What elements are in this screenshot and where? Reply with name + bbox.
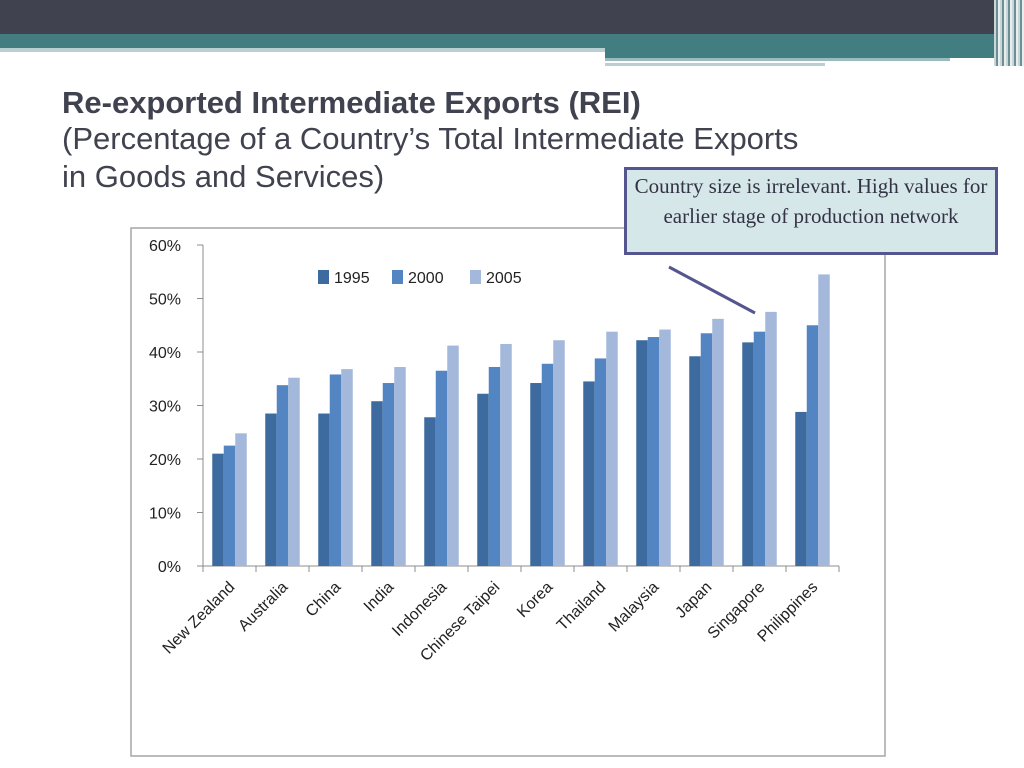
bar-2005 [765, 311, 777, 566]
y-tick-label: 30% [149, 399, 181, 416]
bar-2005 [712, 318, 724, 566]
legend-label: 2000 [408, 270, 444, 287]
bar-1995 [636, 340, 648, 566]
bar-2000 [753, 331, 766, 566]
bar-2000 [435, 370, 448, 566]
legend-swatch-1995 [318, 270, 329, 284]
bar-1995 [795, 411, 807, 566]
bar-2005 [394, 366, 406, 566]
legend-swatch-2000 [392, 270, 403, 284]
bar-2005 [235, 433, 247, 566]
legend-label: 2005 [486, 270, 522, 287]
bar-1995 [530, 383, 542, 566]
bar-1995 [318, 413, 330, 566]
decor-band-light [0, 48, 605, 52]
bar-2000 [806, 325, 819, 566]
bar-2000 [382, 383, 395, 566]
bar-2005 [288, 377, 300, 566]
bar-2000 [700, 333, 713, 566]
bar-2000 [594, 358, 607, 566]
bar-2000 [329, 374, 342, 566]
y-tick-label: 60% [149, 238, 181, 255]
y-tick-label: 40% [149, 345, 181, 362]
slide-title: Re-exported Intermediate Exports (REI) (… [62, 86, 982, 196]
bar-1995 [742, 342, 754, 566]
y-tick-label: 20% [149, 452, 181, 469]
bar-2005 [553, 340, 565, 566]
bar-2005 [659, 329, 671, 566]
callout-text: Country size is irrelevant. High values … [634, 174, 988, 228]
bar-2000 [488, 366, 501, 566]
bar-2000 [223, 445, 236, 566]
bar-2000 [276, 385, 289, 566]
bar-2005 [500, 343, 512, 566]
bar-1995 [424, 417, 436, 566]
decor-stripes [994, 0, 1024, 66]
legend-label: 1995 [334, 270, 370, 287]
bar-1995 [477, 393, 489, 566]
bar-2000 [541, 363, 554, 566]
bar-2000 [647, 337, 660, 566]
decor-band-right [605, 48, 1024, 58]
y-tick-label: 0% [158, 559, 181, 576]
legend-swatch-2005 [470, 270, 481, 284]
bar-1995 [371, 401, 383, 566]
decor-line-right [605, 58, 950, 61]
title-line-3: in Goods and Services) [62, 159, 385, 194]
y-tick-label: 50% [149, 292, 181, 309]
title-line-1: Re-exported Intermediate Exports (REI) [62, 85, 641, 120]
bar-2005 [447, 345, 459, 566]
top-bar [0, 0, 1024, 34]
bar-2005 [606, 331, 618, 566]
callout-box: Country size is irrelevant. High values … [624, 167, 998, 255]
bar-2005 [818, 274, 830, 566]
bar-1995 [265, 413, 277, 566]
bar-1995 [212, 453, 224, 566]
bar-1995 [583, 381, 595, 566]
title-line-2: (Percentage of a Country’s Total Interme… [62, 121, 799, 156]
decor-band-teal [0, 34, 1024, 48]
bar-2005 [341, 369, 353, 566]
y-tick-label: 10% [149, 506, 181, 523]
pointer-arrow [668, 265, 756, 315]
bar-1995 [689, 356, 701, 566]
decor-line-right-lower [605, 63, 825, 66]
